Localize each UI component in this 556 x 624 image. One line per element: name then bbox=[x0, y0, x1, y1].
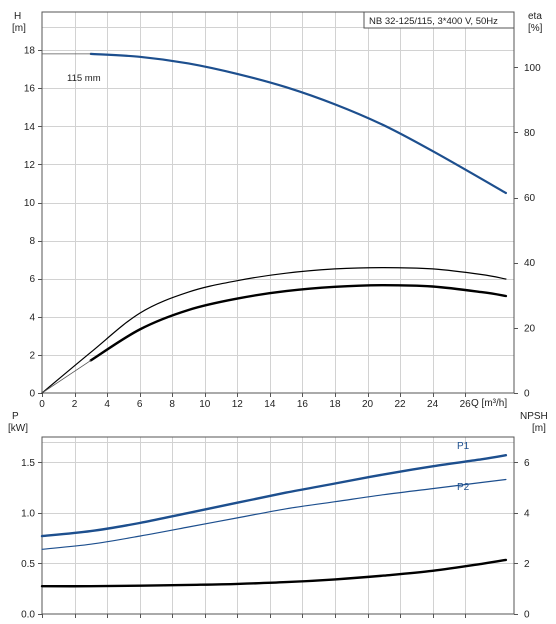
left-tick-label: 4 bbox=[29, 312, 35, 323]
right-tick-label: 6 bbox=[524, 458, 530, 469]
top-right-axis-name: eta bbox=[528, 11, 542, 22]
series-line-1-1 bbox=[41, 478, 507, 550]
top-plot-frame bbox=[41, 11, 515, 394]
left-tick-label: 1.0 bbox=[21, 508, 35, 519]
x-tick-label: 10 bbox=[199, 399, 211, 410]
bottom-right-axis-name: NPSH bbox=[520, 411, 548, 422]
bottom-left-axis-unit: [kW] bbox=[8, 423, 28, 434]
series-line-0-1 bbox=[41, 267, 507, 394]
right-tick-label: 2 bbox=[524, 559, 530, 570]
series-line-0-2 bbox=[89, 284, 508, 362]
left-tick-label: 0 bbox=[29, 389, 35, 400]
x-tick-label: 0 bbox=[39, 399, 45, 410]
left-tick-label: 12 bbox=[24, 160, 36, 171]
top-right-axis-unit: [%] bbox=[528, 23, 543, 34]
series-line-0-0 bbox=[89, 52, 507, 195]
x-axis-label: Q [m³/h] bbox=[471, 398, 507, 409]
series-line-1-2 bbox=[40, 558, 508, 588]
right-tick-label: 0 bbox=[524, 610, 530, 621]
x-tick-label: 16 bbox=[297, 399, 309, 410]
left-tick-label: 16 bbox=[24, 84, 36, 95]
bottom-grid bbox=[42, 437, 514, 614]
x-tick-label: 26 bbox=[460, 399, 472, 410]
left-tick-label: 6 bbox=[29, 274, 35, 285]
right-tick-label: 4 bbox=[524, 508, 530, 519]
power-npsh-chart: 0.0 0.5 1.0 1.5 0 2 4 6 P [kW] NPSH [m] P1 P2 bbox=[8, 411, 548, 621]
left-tick-label: 8 bbox=[29, 236, 35, 247]
x-tick-label: 22 bbox=[395, 399, 407, 410]
bottom-plot-frame bbox=[41, 436, 515, 615]
left-tick-label: 14 bbox=[24, 122, 36, 133]
chart-title: NB 32-125/115, 3*400 V, 50Hz bbox=[369, 16, 498, 27]
right-tick-label: 20 bbox=[524, 323, 536, 334]
bottom-series bbox=[40, 454, 508, 588]
series-line-1-0 bbox=[40, 454, 508, 538]
right-tick-label: 80 bbox=[524, 128, 536, 139]
right-tick-label: 100 bbox=[524, 63, 541, 74]
left-tick-label: 10 bbox=[24, 198, 36, 209]
impeller-diameter-label: 115 mm bbox=[67, 73, 101, 84]
top-series bbox=[41, 52, 508, 394]
x-tick-label: 8 bbox=[169, 399, 175, 410]
eta-extension-line bbox=[41, 360, 92, 394]
right-tick-label: 0 bbox=[524, 389, 530, 400]
right-tick-label: 40 bbox=[524, 258, 536, 269]
x-tick-label: 24 bbox=[427, 399, 439, 410]
x-tick-label: 14 bbox=[264, 399, 276, 410]
x-tick-label: 2 bbox=[72, 399, 78, 410]
top-left-axis-name: H bbox=[14, 11, 21, 22]
bottom-right-axis-unit: [m] bbox=[532, 423, 546, 434]
x-tick-label: 18 bbox=[329, 399, 341, 410]
x-tick-label: 6 bbox=[137, 399, 143, 410]
left-tick-label: 0.5 bbox=[21, 559, 35, 570]
bottom-left-axis-name: P bbox=[12, 411, 19, 422]
left-tick-label: 0.0 bbox=[21, 610, 35, 621]
left-tick-label: 2 bbox=[29, 350, 35, 361]
right-tick-label: 60 bbox=[524, 193, 536, 204]
left-tick-label: 1.5 bbox=[21, 458, 35, 469]
x-tick-label: 12 bbox=[232, 399, 244, 410]
top-left-axis-unit: [m] bbox=[12, 23, 26, 34]
series-label-p2: P2 bbox=[457, 482, 470, 493]
title-box bbox=[363, 11, 515, 29]
x-tick-label: 4 bbox=[104, 399, 110, 410]
series-label-p1: P1 bbox=[457, 441, 470, 452]
bottom-tick-labels: 0.0 0.5 1.0 1.5 0 2 4 6 bbox=[21, 458, 530, 621]
top-grid bbox=[42, 12, 514, 393]
x-tick-label: 20 bbox=[362, 399, 374, 410]
left-tick-label: 18 bbox=[24, 46, 36, 57]
